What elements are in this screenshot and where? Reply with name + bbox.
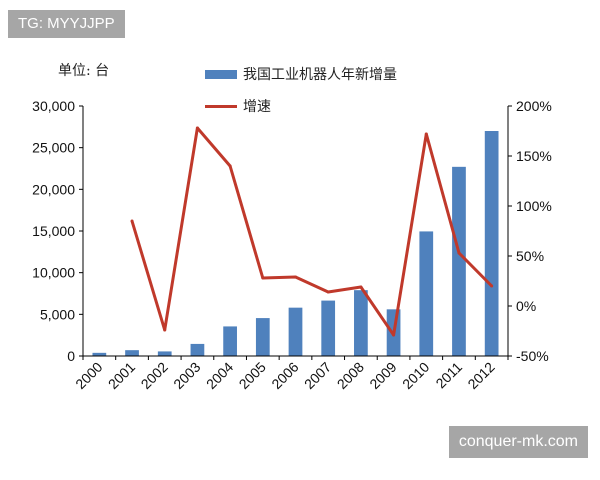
- x-tick-label: 2011: [432, 359, 465, 392]
- line-point-2009: [392, 333, 396, 337]
- line-point-2001: [130, 219, 134, 223]
- bar-2003: [190, 343, 205, 356]
- y-tick-label-left: 5,000: [40, 306, 75, 322]
- y-tick-label-left: 0: [67, 348, 75, 364]
- y-tick-label-left: 30,000: [32, 98, 75, 114]
- y-tick-label-left: 25,000: [32, 140, 75, 156]
- bar-2012: [484, 131, 499, 356]
- x-tick-label: 2004: [203, 359, 236, 392]
- bar-2004: [223, 326, 237, 356]
- y-tick-label-left: 15,000: [32, 223, 75, 239]
- line-point-2007: [326, 290, 330, 294]
- x-tick-label: 2012: [464, 359, 497, 392]
- bar-2010: [419, 231, 434, 356]
- line-point-2012: [490, 284, 494, 288]
- x-tick-label: 2002: [138, 359, 171, 392]
- y-tick-label-right: -50%: [516, 348, 549, 364]
- series-line-growth: [130, 126, 493, 337]
- x-tick-label: 2000: [72, 359, 105, 392]
- y-tick-label-right: 200%: [516, 98, 552, 114]
- y-tick-label-right: 150%: [516, 148, 552, 164]
- line-point-2011: [457, 251, 461, 255]
- bar-2007: [321, 300, 336, 356]
- legend-item-line: 增速: [205, 90, 397, 122]
- legend-label-line: 增速: [243, 99, 271, 115]
- legend-swatch-line: [205, 104, 237, 108]
- y-tick-label-right: 50%: [516, 248, 544, 264]
- watermark-top: TG: MYYJJPP: [8, 10, 125, 38]
- y-tick-label-left: 20,000: [32, 181, 75, 197]
- chart-legend: 我国工业机器人年新增量 增速: [205, 58, 397, 122]
- x-tick-label: 2001: [105, 359, 138, 392]
- bar-2011: [452, 166, 466, 356]
- line-point-2010: [424, 132, 428, 136]
- line-point-2005: [261, 276, 265, 280]
- legend-swatch-bar: [205, 69, 237, 79]
- bar-2001: [125, 350, 139, 356]
- x-tick-label: 2006: [268, 359, 301, 392]
- x-tick-label: 2010: [399, 359, 432, 392]
- bar-2008: [354, 290, 368, 356]
- legend-item-bar: 我国工业机器人年新增量: [205, 58, 397, 90]
- x-tick-label: 2005: [236, 359, 269, 392]
- bar-2006: [288, 307, 303, 356]
- bar-2005: [255, 318, 270, 356]
- x-tick-label: 2008: [334, 359, 367, 392]
- bar-2000: [92, 352, 107, 356]
- line-point-2003: [195, 126, 199, 130]
- bar-2002: [157, 351, 172, 356]
- y-tick-label-right: 100%: [516, 198, 552, 214]
- line-point-2002: [163, 328, 167, 332]
- unit-label: 单位: 台: [58, 63, 110, 79]
- y-tick-label-right: 0%: [516, 298, 536, 314]
- x-tick-label: 2009: [366, 359, 399, 392]
- x-tick-label: 2003: [170, 359, 203, 392]
- x-tick-label: 2007: [301, 359, 334, 392]
- y-tick-label-left: 10,000: [32, 265, 75, 281]
- watermark-bottom: conquer-mk.com: [448, 426, 588, 458]
- line-point-2004: [228, 164, 232, 168]
- legend-label-bar: 我国工业机器人年新增量: [243, 67, 397, 83]
- line-point-2006: [294, 275, 297, 279]
- line-point-2008: [359, 285, 363, 289]
